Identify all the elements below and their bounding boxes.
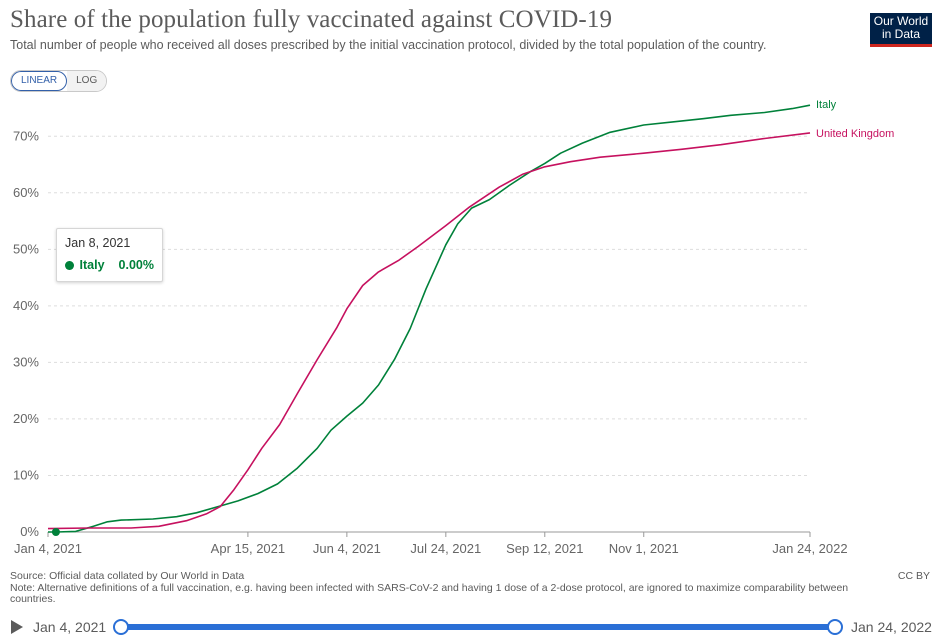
license-link[interactable]: CC BY <box>897 570 930 582</box>
y-tick-label: 50% <box>13 241 39 256</box>
chart-subtitle: Total number of people who received all … <box>10 38 767 52</box>
play-icon[interactable] <box>11 620 23 634</box>
tooltip-date: Jan 8, 2021 <box>65 236 131 250</box>
line-chart: 0% 10% 20% 30% 40% 50% 60% 70% Jan 4, 2021 Apr 15… <box>13 99 894 556</box>
x-tick-label: Jan 4, 2021 <box>14 541 82 556</box>
logo-line-2: in Data <box>881 27 921 41</box>
series-end-label: United Kingdom <box>816 128 894 140</box>
x-tick-label: Jul 24, 2021 <box>410 541 481 556</box>
log-scale-button[interactable]: LOG <box>67 71 107 91</box>
tooltip-row: Italy 0.00% <box>65 258 154 272</box>
x-tick-label: Jan 24, 2022 <box>772 541 847 556</box>
hover-tooltip: Jan 8, 2021 Italy 0.00% <box>56 228 163 282</box>
series-line-united-kingdom <box>47 132 811 530</box>
y-tick-label: 60% <box>13 185 39 200</box>
scale-toggle: LINEAR LOG <box>10 70 108 92</box>
highlight-point <box>51 528 60 536</box>
timeline-end-label: Jan 24, 2022 <box>851 619 932 635</box>
linear-scale-button[interactable]: LINEAR <box>11 71 68 91</box>
y-tick-label: 10% <box>13 467 39 482</box>
logo-line-1: Our World <box>873 14 929 28</box>
y-tick-label: 0% <box>20 524 39 539</box>
y-tick-label: 70% <box>13 128 39 143</box>
note-text: Note: Alternative definitions of a full … <box>10 581 849 605</box>
x-tick-label: Jun 4, 2021 <box>313 541 381 556</box>
timeline: Jan 4, 2021 Jan 24, 2022 <box>0 612 945 640</box>
tooltip-color-dot <box>65 260 74 270</box>
x-tick-label: Nov 1, 2021 <box>609 541 679 556</box>
y-tick-label: 30% <box>13 354 39 369</box>
timeline-end-handle[interactable] <box>827 619 843 635</box>
chart-footer: Source: Official data collated by Our Wo… <box>10 570 930 606</box>
x-tick-label: Apr 15, 2021 <box>211 541 285 556</box>
tooltip-series-name: Italy <box>79 258 105 272</box>
chart-title: Share of the population fully vaccinated… <box>10 6 613 33</box>
source-text: Source: Official data collated by Our Wo… <box>10 570 245 582</box>
timeline-track[interactable] <box>121 624 835 630</box>
y-tick-label: 20% <box>13 411 39 426</box>
owid-logo[interactable]: Our World in Data <box>870 13 932 47</box>
timeline-start-handle[interactable] <box>113 619 129 635</box>
x-tick-label: Sep 12, 2021 <box>506 541 583 556</box>
y-tick-label: 40% <box>13 298 39 313</box>
tooltip-value: 0.00% <box>118 258 154 272</box>
timeline-start-label: Jan 4, 2021 <box>33 619 107 635</box>
series-line-italy <box>48 104 811 533</box>
series-end-label: Italy <box>816 99 837 111</box>
